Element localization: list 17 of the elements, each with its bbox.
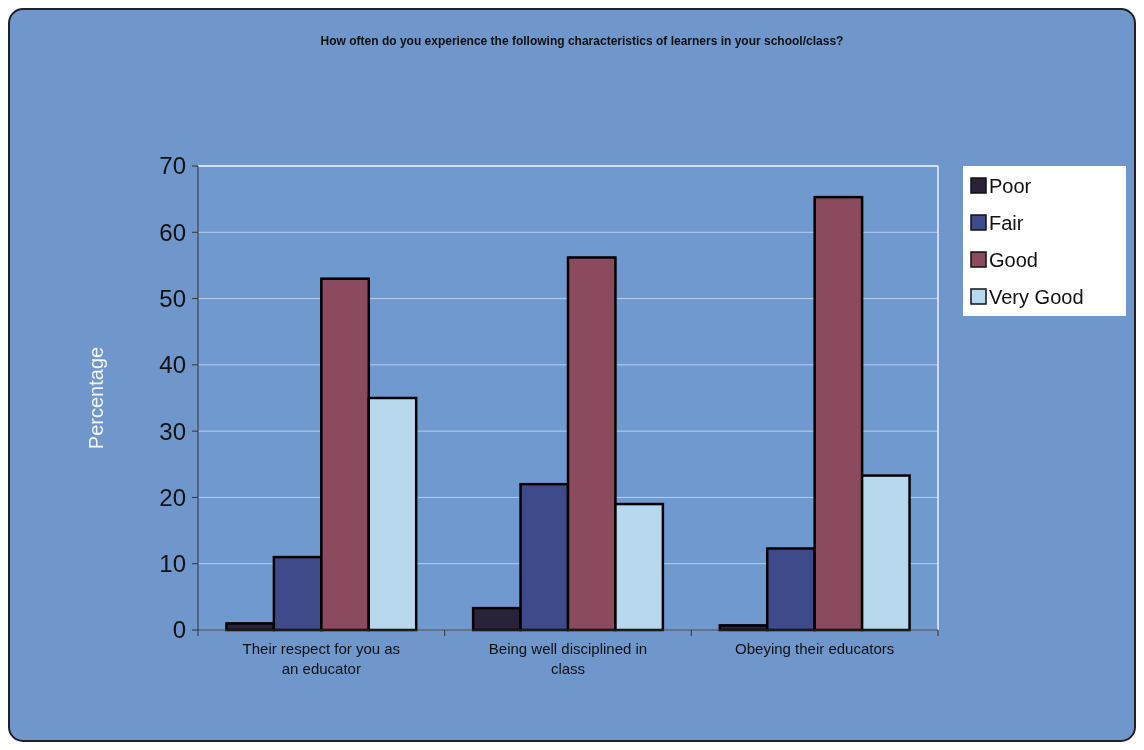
legend-label: Very Good: [989, 286, 1084, 308]
y-axis-title: Percentage: [85, 346, 107, 450]
chart-title: How often do you experience the following characteristics of learners in your school/class?: [320, 34, 844, 48]
y-tick-label: 30: [159, 417, 186, 445]
y-tick-label: 10: [159, 550, 186, 578]
y-tick-label: 20: [159, 483, 186, 511]
legend-label: Fair: [989, 212, 1024, 234]
legend-label: Good: [989, 249, 1038, 271]
x-tick-label: Their respect for you as an educator: [242, 640, 401, 677]
x-tick-label: Being well disciplined in class: [488, 640, 648, 677]
y-tick-label: 50: [159, 284, 186, 312]
y-tick-label: 60: [159, 218, 186, 246]
legend-label: Poor: [989, 175, 1032, 197]
x-tick-label: Obeying their educators: [735, 640, 895, 657]
y-tick-label: 40: [159, 351, 186, 379]
y-tick-label: 70: [159, 152, 186, 180]
y-tick-label: 0: [172, 616, 186, 644]
